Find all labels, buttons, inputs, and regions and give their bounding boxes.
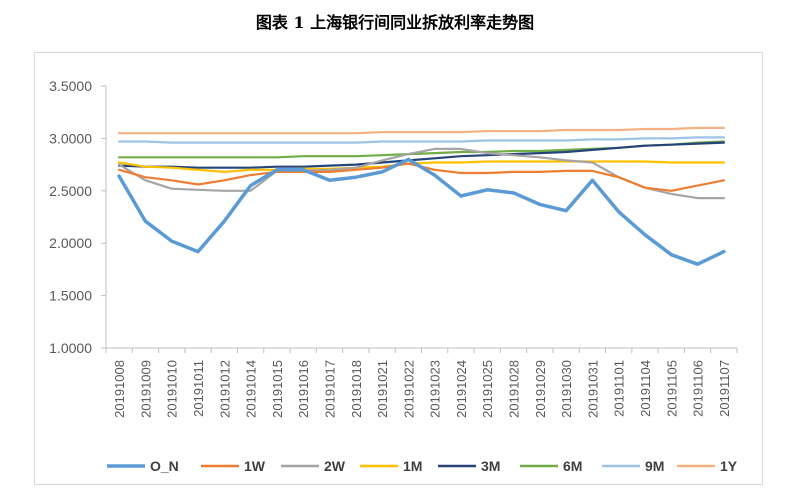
chart-frame [34,52,763,485]
y-tick-label: 1.5000 [49,288,92,304]
y-tick-label: 1.0000 [49,340,92,356]
legend-label-1m: 1M [403,458,422,474]
x-tick-label: 20191023 [428,360,443,418]
x-tick-label: 20191017 [322,360,337,418]
x-tick-label: 20191010 [165,360,180,418]
x-tick-label: 20191021 [375,360,390,418]
y-tick-label: 3.0000 [49,130,92,146]
chart-axes: 1.0000 1.5000 2.0000 2.5000 3.0000 3.5000 2019… [49,78,738,418]
series-line-o-n [117,157,726,266]
x-tick-label: 20191016 [296,360,311,418]
legend-label-6m: 6M [563,458,582,474]
x-tick-label: 20191028 [507,360,522,418]
chart-series [117,126,726,266]
x-tick-label: 20191008 [112,360,127,418]
series-line-9m [117,136,726,144]
x-tick-label: 20191014 [244,360,259,418]
x-tick-label: 20191104 [638,360,653,417]
series-line-6m [117,140,726,159]
legend-label-3m: 3M [481,458,500,474]
x-tick-label: 20191107 [717,360,732,417]
chart-title: 图表 1 上海银行间同业拆放利率走势图 [255,13,535,32]
series-line-1m [117,160,726,173]
x-tick-label: 20191022 [401,360,416,418]
x-tick-label: 20191009 [138,360,153,418]
x-tick-label: 20191015 [270,360,285,418]
x-tick-label: 20191018 [349,360,364,418]
legend-label-9m: 9M [645,458,664,474]
series-line-3m [117,141,726,169]
x-tick-label: 20191106 [691,360,706,417]
y-tick-label: 2.5000 [49,183,92,199]
legend-label-1y: 1Y [720,458,738,474]
x-tick-label: 20191029 [533,360,548,418]
x-tick-label: 20191101 [612,360,627,417]
y-tick-label: 2.0000 [49,235,92,251]
legend-label-2w: 2W [324,458,346,474]
y-tick-label: 3.5000 [49,78,92,94]
x-tick-label: 20191011 [191,360,206,417]
x-tick-label: 20191031 [585,360,600,418]
x-tick-label: 20191025 [480,360,495,418]
x-tick-label: 20191105 [664,360,679,417]
chart-legend: O_N 1W 2W 1M 3M 6M 9M 1Y [107,458,738,474]
x-tick-label: 20191030 [559,360,574,418]
x-tick-label: 20191024 [454,360,469,418]
legend-label-1w: 1W [244,458,266,474]
legend-label-o-n: O_N [150,458,179,474]
series-line-1y [117,126,726,135]
x-tick-label: 20191012 [217,360,232,418]
